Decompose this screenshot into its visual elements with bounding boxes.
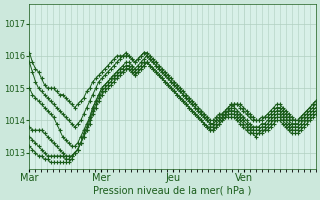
X-axis label: Pression niveau de la mer( hPa ): Pression niveau de la mer( hPa ) <box>93 186 252 196</box>
